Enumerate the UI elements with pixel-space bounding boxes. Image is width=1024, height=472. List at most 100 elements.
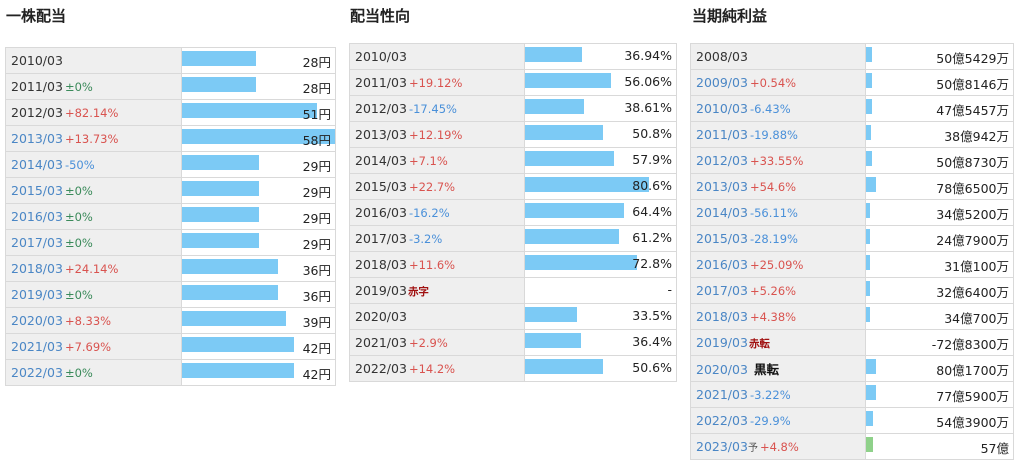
table-row: 2009/03 +0.54% 50億8146万 bbox=[690, 69, 1014, 96]
year-label[interactable]: 2017/03 bbox=[696, 283, 748, 298]
table-row: 2021/03 +7.69% 42円 bbox=[5, 333, 336, 360]
year-cell: 2011/03 -19.88% bbox=[690, 121, 866, 148]
change-label: ±0% bbox=[64, 184, 93, 198]
value-cell: 36円 bbox=[181, 281, 336, 308]
bar bbox=[525, 359, 603, 374]
year-cell: 2017/03 -3.2% bbox=[349, 225, 525, 252]
year-label[interactable]: 2016/03 bbox=[11, 209, 63, 224]
year-label[interactable]: 2009/03 bbox=[696, 75, 748, 90]
year-cell: 2021/03 +7.69% bbox=[5, 333, 182, 360]
year-label[interactable]: 2019/03 bbox=[696, 334, 748, 350]
bar bbox=[866, 151, 872, 166]
change-label: +33.55% bbox=[749, 154, 804, 168]
bar bbox=[866, 281, 870, 296]
value-label: 50億8730万 bbox=[936, 155, 1009, 170]
year-label[interactable]: 2023/03 bbox=[696, 439, 748, 454]
year-cell: 2016/03 +25.09% bbox=[690, 251, 866, 278]
year-label[interactable]: 2021/03 bbox=[11, 339, 63, 354]
bar bbox=[182, 129, 335, 144]
table-row: 2022/03 +14.2% 50.6% bbox=[349, 355, 677, 382]
change-label: ±0% bbox=[64, 366, 93, 380]
year-cell: 2010/03 bbox=[349, 43, 525, 70]
table-row: 2008/03 50億5429万 bbox=[690, 43, 1014, 70]
table-row: 2013/03 +12.19% 50.8% bbox=[349, 121, 677, 148]
year-label[interactable]: 2020/03 bbox=[696, 362, 748, 377]
table-row: 2019/03赤転 -72億8300万 bbox=[690, 329, 1014, 356]
table-row: 2022/03 -29.9% 54億3900万 bbox=[690, 407, 1014, 434]
year-cell: 2020/03 bbox=[349, 303, 525, 330]
year-label: 2010/03 bbox=[355, 49, 407, 64]
value-label: 51円 bbox=[302, 107, 331, 122]
year-label: 2018/03 bbox=[355, 257, 407, 272]
value-label: 36.4% bbox=[632, 334, 672, 349]
year-cell: 2010/03 bbox=[5, 47, 182, 74]
table-row: 2016/03 -16.2% 64.4% bbox=[349, 199, 677, 226]
change-label: +2.9% bbox=[408, 336, 448, 350]
value-cell: 36円 bbox=[181, 255, 336, 282]
change-label: +14.2% bbox=[408, 362, 456, 376]
year-label[interactable]: 2022/03 bbox=[11, 365, 63, 380]
year-cell: 2016/03 ±0% bbox=[5, 203, 182, 230]
year-cell: 2009/03 +0.54% bbox=[690, 69, 866, 96]
year-label[interactable]: 2020/03 bbox=[11, 313, 63, 328]
table-row: 2017/03 +5.26% 32億6400万 bbox=[690, 277, 1014, 304]
year-label: 2013/03 bbox=[355, 127, 407, 142]
bar bbox=[182, 311, 286, 326]
year-label[interactable]: 2019/03 bbox=[11, 287, 63, 302]
year-label[interactable]: 2018/03 bbox=[11, 261, 63, 276]
change-label: -19.88% bbox=[749, 128, 798, 142]
value-cell: 33.5% bbox=[524, 303, 677, 330]
year-label[interactable]: 2021/03 bbox=[696, 387, 748, 402]
year-label[interactable]: 2015/03 bbox=[696, 231, 748, 246]
year-label: 2011/03 bbox=[11, 79, 63, 94]
value-cell: 38.61% bbox=[524, 95, 677, 122]
value-label: 38億942万 bbox=[944, 129, 1009, 144]
status-flag: 黒転 bbox=[753, 362, 779, 377]
year-label[interactable]: 2016/03 bbox=[696, 257, 748, 272]
year-label[interactable]: 2022/03 bbox=[696, 413, 748, 428]
value-label: 28円 bbox=[302, 55, 331, 70]
value-cell: 36.4% bbox=[524, 329, 677, 356]
bar bbox=[866, 255, 870, 270]
year-cell: 2020/03 黒転 bbox=[690, 355, 866, 382]
bar bbox=[525, 177, 649, 192]
status-flag: 赤字 bbox=[407, 285, 429, 298]
year-label: 2010/03 bbox=[11, 53, 63, 68]
value-label: 50億8146万 bbox=[936, 77, 1009, 92]
year-label[interactable]: 2010/03 bbox=[696, 101, 748, 116]
year-label[interactable]: 2011/03 bbox=[696, 127, 748, 142]
value-cell: 51円 bbox=[181, 99, 336, 126]
table-row: 2011/03 -19.88% 38億942万 bbox=[690, 121, 1014, 148]
year-label: 2014/03 bbox=[355, 153, 407, 168]
value-label: 28円 bbox=[302, 81, 331, 96]
year-label[interactable]: 2014/03 bbox=[696, 205, 748, 220]
value-label: 57.9% bbox=[632, 152, 672, 167]
value-label: 80.6% bbox=[632, 178, 672, 193]
table-row: 2014/03 -56.11% 34億5200万 bbox=[690, 199, 1014, 226]
table-row: 2010/03 -6.43% 47億5457万 bbox=[690, 95, 1014, 122]
bar bbox=[866, 307, 870, 322]
change-label: +13.73% bbox=[64, 132, 119, 146]
year-label[interactable]: 2014/03 bbox=[11, 157, 63, 172]
table-row: 2016/03 +25.09% 31億100万 bbox=[690, 251, 1014, 278]
change-label: -56.11% bbox=[749, 206, 798, 220]
year-label[interactable]: 2012/03 bbox=[696, 153, 748, 168]
change-label: -3.2% bbox=[408, 232, 443, 246]
year-cell: 2023/03予 +4.8% bbox=[690, 433, 866, 460]
year-label[interactable]: 2013/03 bbox=[11, 131, 63, 146]
table-row: 2020/03 33.5% bbox=[349, 303, 677, 330]
change-label: +4.38% bbox=[749, 310, 797, 324]
year-label[interactable]: 2015/03 bbox=[11, 183, 63, 198]
data-table: 2010/03 36.94% 2011/03 +19.12% 56.06% 2012/03… bbox=[349, 43, 677, 382]
table-row: 2015/03 +22.7% 80.6% bbox=[349, 173, 677, 200]
year-label[interactable]: 2017/03 bbox=[11, 235, 63, 250]
value-cell: 50.8% bbox=[524, 121, 677, 148]
value-label: 29円 bbox=[302, 159, 331, 174]
value-label: 24億7900万 bbox=[936, 233, 1009, 248]
table-row: 2023/03予 +4.8% 57億 bbox=[690, 433, 1014, 460]
value-label: 33.5% bbox=[632, 308, 672, 323]
table-row: 2020/03 黒転 80億1700万 bbox=[690, 355, 1014, 382]
year-label[interactable]: 2018/03 bbox=[696, 309, 748, 324]
bar bbox=[182, 363, 294, 378]
year-label[interactable]: 2013/03 bbox=[696, 179, 748, 194]
